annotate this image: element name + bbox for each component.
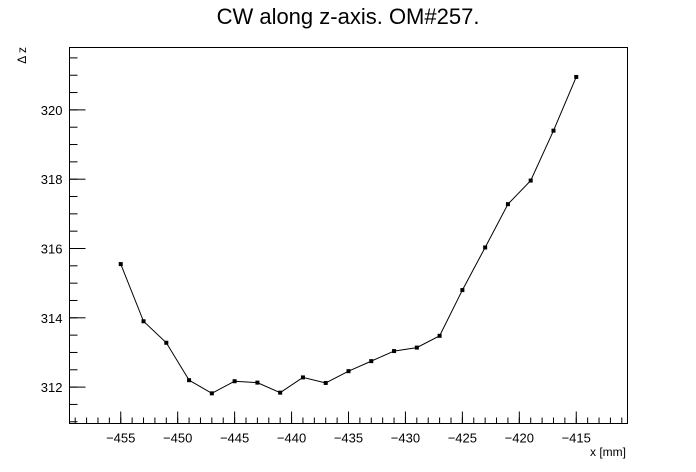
data-point [232,379,237,384]
y-axis-label: Δ z [15,47,29,64]
x-tick-label: −455 [106,431,135,446]
data-point [164,340,169,345]
data-point [528,178,533,183]
x-tick-label: −440 [277,431,306,446]
x-tick-label: −425 [448,431,477,446]
y-tick-label: 316 [41,241,63,256]
data-point [323,380,328,385]
y-axis: 312 314 316 318 320 [41,57,86,423]
y-tick-label: 320 [41,103,63,118]
data-point [346,369,351,374]
y-tick-label: 314 [41,311,63,326]
data-point [141,319,146,324]
data-point [483,245,488,250]
x-tick-label: −430 [391,431,420,446]
x-tick-label: −420 [505,431,534,446]
data-point [369,359,374,364]
data-point [574,74,579,79]
data-point [187,378,192,383]
x-axis-label: x [mm] [590,445,626,459]
data-point [300,375,305,380]
data-point [278,390,283,395]
y-tick-label: 312 [41,380,63,395]
data-point [551,128,556,133]
x-tick-label: −450 [163,431,192,446]
plot-frame [69,47,628,424]
chart-title: CW along z-axis. OM#257. [217,4,480,29]
data-point [414,345,419,350]
x-tick-label: −445 [220,431,249,446]
x-tick-label: −435 [334,431,363,446]
data-point [505,202,510,207]
data-point [437,333,442,338]
data-point [255,380,260,385]
y-tick-label: 318 [41,172,63,187]
x-axis: −455 −450 −445 −440 −435 −430 −425 −420 −415 [74,411,623,446]
data-point [392,349,397,354]
x-tick-label: −415 [562,431,591,446]
data-point [209,391,214,396]
data-point [460,288,465,293]
data-points [118,74,579,396]
data-point [118,262,123,267]
series-line [120,76,577,394]
